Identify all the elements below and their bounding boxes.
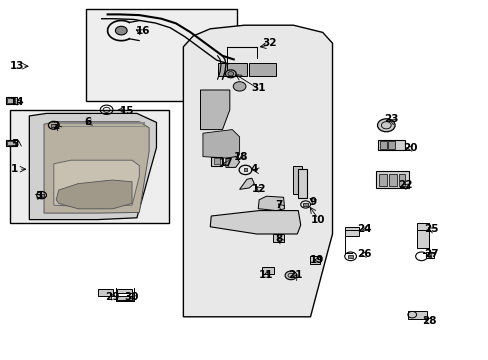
Bar	[377, 140, 404, 150]
Text: 28: 28	[421, 316, 436, 326]
Text: 18: 18	[233, 152, 247, 162]
Polygon shape	[54, 160, 139, 206]
Text: 1: 1	[11, 164, 18, 174]
Text: 19: 19	[309, 255, 324, 265]
Bar	[51, 124, 57, 127]
Bar	[6, 140, 17, 146]
Bar	[398, 174, 404, 186]
Bar	[7, 141, 15, 145]
Bar	[426, 252, 433, 258]
Text: 17: 17	[218, 158, 233, 168]
Polygon shape	[258, 196, 284, 211]
Text: 3: 3	[36, 191, 42, 201]
Bar	[303, 203, 307, 206]
Bar	[249, 63, 276, 76]
Text: 5: 5	[11, 139, 18, 149]
Polygon shape	[183, 25, 332, 317]
Bar	[117, 289, 132, 293]
Text: 29: 29	[105, 292, 120, 302]
Text: 22: 22	[398, 180, 412, 190]
Text: 10: 10	[310, 215, 325, 225]
Text: 9: 9	[309, 197, 316, 207]
Bar	[407, 311, 426, 319]
Text: 7: 7	[274, 200, 282, 210]
Bar	[261, 267, 273, 274]
Bar	[272, 234, 283, 242]
Bar	[213, 158, 219, 164]
Polygon shape	[203, 130, 239, 158]
Text: 13: 13	[10, 60, 24, 71]
Polygon shape	[225, 157, 239, 167]
Bar	[380, 141, 386, 149]
Bar	[6, 97, 17, 104]
Text: 11: 11	[259, 270, 273, 280]
Text: 32: 32	[262, 38, 277, 48]
Polygon shape	[200, 90, 229, 130]
Polygon shape	[29, 113, 156, 220]
Bar	[344, 227, 359, 236]
Text: 27: 27	[423, 249, 438, 259]
Bar	[375, 171, 408, 188]
Bar	[40, 194, 44, 197]
Bar	[211, 157, 222, 166]
Bar	[217, 63, 246, 76]
Text: 23: 23	[383, 114, 398, 124]
Polygon shape	[210, 211, 300, 234]
Bar	[98, 289, 113, 296]
Circle shape	[115, 26, 127, 35]
Circle shape	[377, 119, 394, 132]
Text: 2: 2	[53, 121, 60, 131]
Text: 16: 16	[135, 26, 150, 36]
Bar	[309, 256, 320, 264]
Bar	[85, 9, 237, 101]
Text: 6: 6	[84, 117, 91, 127]
Text: 15: 15	[120, 105, 134, 116]
Bar	[416, 223, 428, 248]
Text: 21: 21	[288, 270, 303, 280]
Text: 14: 14	[10, 96, 24, 107]
Polygon shape	[239, 178, 254, 189]
Bar	[347, 255, 352, 258]
Bar	[243, 168, 247, 171]
Text: 24: 24	[356, 224, 371, 234]
Circle shape	[285, 271, 296, 280]
Bar	[379, 174, 386, 186]
Circle shape	[227, 72, 233, 76]
Bar	[387, 141, 394, 149]
Text: 20: 20	[403, 143, 417, 153]
Text: 12: 12	[251, 184, 266, 194]
Bar	[293, 166, 302, 194]
Text: 30: 30	[124, 292, 139, 302]
Bar	[10, 110, 168, 223]
Bar	[117, 296, 132, 300]
Polygon shape	[56, 180, 132, 209]
Bar	[298, 169, 306, 198]
Bar	[427, 253, 430, 257]
Bar	[388, 174, 396, 186]
Text: 4: 4	[250, 164, 258, 174]
Circle shape	[233, 82, 245, 91]
Polygon shape	[44, 122, 149, 213]
Text: 31: 31	[250, 83, 265, 93]
Text: 26: 26	[356, 249, 371, 259]
Bar	[7, 98, 15, 103]
Text: 8: 8	[275, 234, 282, 244]
Text: 25: 25	[423, 224, 438, 234]
